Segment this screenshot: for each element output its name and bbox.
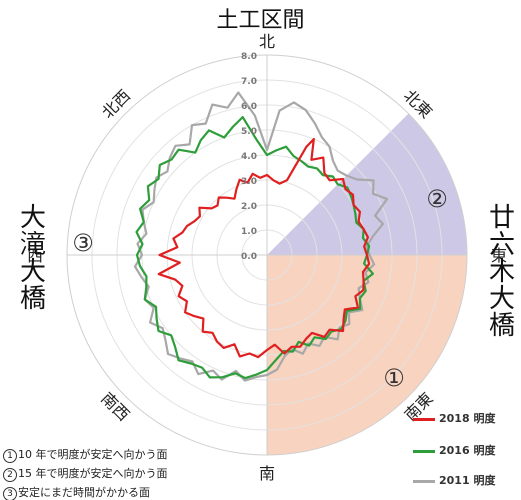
sector-number-label-3: ③ — [72, 229, 94, 257]
r-tick-label-8: 8.0 — [241, 52, 257, 62]
legend-label-2018: 2018 明度 — [439, 412, 496, 425]
legend-swatch-2018 — [413, 417, 435, 421]
chart-title: 土工区間 — [216, 8, 305, 33]
direction-label-3: 東 — [491, 246, 507, 265]
note-item-1: 1 10 年で明度が安定へ向かう面 — [3, 446, 168, 463]
note-item-2: 2 15 年で明度が安定へ向かう面 — [3, 465, 168, 482]
series-line-1 — [157, 138, 371, 359]
right-label-char-3: 木 — [488, 257, 515, 287]
legend-swatch-2011 — [413, 479, 435, 483]
left-label-char-4: 橋 — [19, 284, 46, 314]
sector-2 — [267, 113, 467, 255]
legend-swatch-2016 — [413, 449, 435, 453]
note-number-2: 2 — [3, 468, 17, 482]
left-location-label: 大滝大橋 — [18, 205, 48, 313]
direction-label-7: 西 — [27, 246, 43, 265]
direction-label-5: 南 — [259, 464, 275, 483]
note-text-1: 10 年で明度が安定へ向かう面 — [18, 448, 168, 461]
note-text-3: 安定にまだ時間がかかる面 — [18, 486, 150, 499]
r-tick-label-0: 0.0 — [241, 252, 257, 262]
r-tick-label-6: 6.0 — [241, 102, 257, 112]
r-tick-label-2: 2.0 — [241, 202, 257, 212]
right-location-label: 廿六木大橋 — [487, 205, 517, 340]
note-item-3: 3 安定にまだ時間がかかる面 — [3, 484, 150, 500]
sector-number-label-1: ① — [383, 364, 405, 392]
legend-item-2016: 2016 明度 — [413, 442, 521, 466]
sector-1 — [267, 255, 467, 455]
note-text-2: 15 年で明度が安定へ向かう面 — [18, 467, 168, 480]
legend-label-2016: 2016 明度 — [439, 444, 496, 457]
r-tick-label-7: 7.0 — [241, 77, 257, 87]
direction-label-1: 北 — [259, 32, 275, 51]
left-label-char-3: 大 — [19, 257, 46, 287]
left-label-char-2: 滝 — [19, 230, 46, 260]
legend: 2018 明度 2016 明度 2011 明度 — [413, 410, 521, 496]
series-line-3 — [133, 91, 389, 382]
right-label-char-4: 大 — [488, 284, 515, 314]
legend-item-2011: 2011 明度 — [413, 472, 521, 496]
r-tick-label-1: 1.0 — [241, 227, 257, 237]
right-label-char-1: 廿 — [488, 203, 515, 233]
note-number-1: 1 — [3, 449, 17, 463]
sector-number-label-2: ② — [426, 185, 448, 213]
r-tick-label-3: 3.0 — [241, 177, 257, 187]
legend-item-2018: 2018 明度 — [413, 410, 521, 434]
right-label-char-2: 六 — [488, 230, 515, 260]
left-label-char-1: 大 — [19, 203, 46, 233]
r-tick-label-5: 5.0 — [241, 127, 257, 137]
right-label-char-5: 橋 — [488, 311, 515, 341]
legend-label-2011: 2011 明度 — [439, 474, 496, 487]
direction-label-8: 北西 — [98, 86, 134, 122]
r-tick-label-4: 4.0 — [241, 152, 257, 162]
direction-label-6: 南西 — [97, 389, 133, 425]
note-number-3: 3 — [3, 487, 17, 500]
